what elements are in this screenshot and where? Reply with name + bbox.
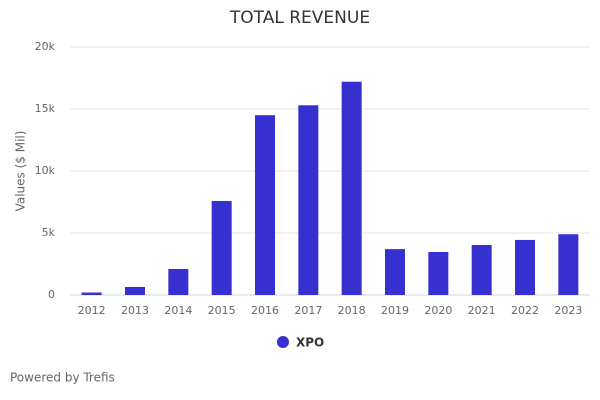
x-tick-label: 2020 xyxy=(424,304,452,317)
bar xyxy=(81,292,102,295)
y-tick-label: 0 xyxy=(48,288,55,301)
y-tick-label: 15k xyxy=(35,102,56,115)
bar xyxy=(211,201,232,295)
bar xyxy=(125,286,145,295)
x-tick-label: 2016 xyxy=(251,304,279,317)
bar xyxy=(471,245,492,295)
bar xyxy=(428,251,449,295)
x-tick-label: 2014 xyxy=(164,304,192,317)
x-tick-label: 2022 xyxy=(511,304,539,317)
footer-credit: Powered by Trefis xyxy=(10,371,115,385)
x-tick-label: 2019 xyxy=(381,304,409,317)
bar xyxy=(515,239,535,295)
x-tick-label: 2015 xyxy=(208,304,236,317)
y-tick-label: 5k xyxy=(42,226,56,239)
y-tick-label: 20k xyxy=(35,40,56,53)
bar xyxy=(385,249,405,295)
x-tick-label: 2012 xyxy=(78,304,106,317)
bar xyxy=(341,81,362,295)
x-tick-label: 2017 xyxy=(294,304,322,317)
y-axis-label: Values ($ Mil) xyxy=(14,131,28,212)
x-tick-label: 2021 xyxy=(468,304,496,317)
chart-title: TOTAL REVENUE xyxy=(229,8,370,28)
x-tick-label: 2013 xyxy=(121,304,149,317)
legend-label: XPO xyxy=(296,336,324,350)
y-tick-label: 10k xyxy=(35,164,56,177)
bar xyxy=(168,268,189,295)
bar xyxy=(298,105,319,295)
bar xyxy=(255,115,275,295)
legend-marker xyxy=(277,336,289,348)
x-tick-label: 2023 xyxy=(554,304,582,317)
x-tick-label: 2018 xyxy=(338,304,366,317)
bar xyxy=(558,234,579,295)
